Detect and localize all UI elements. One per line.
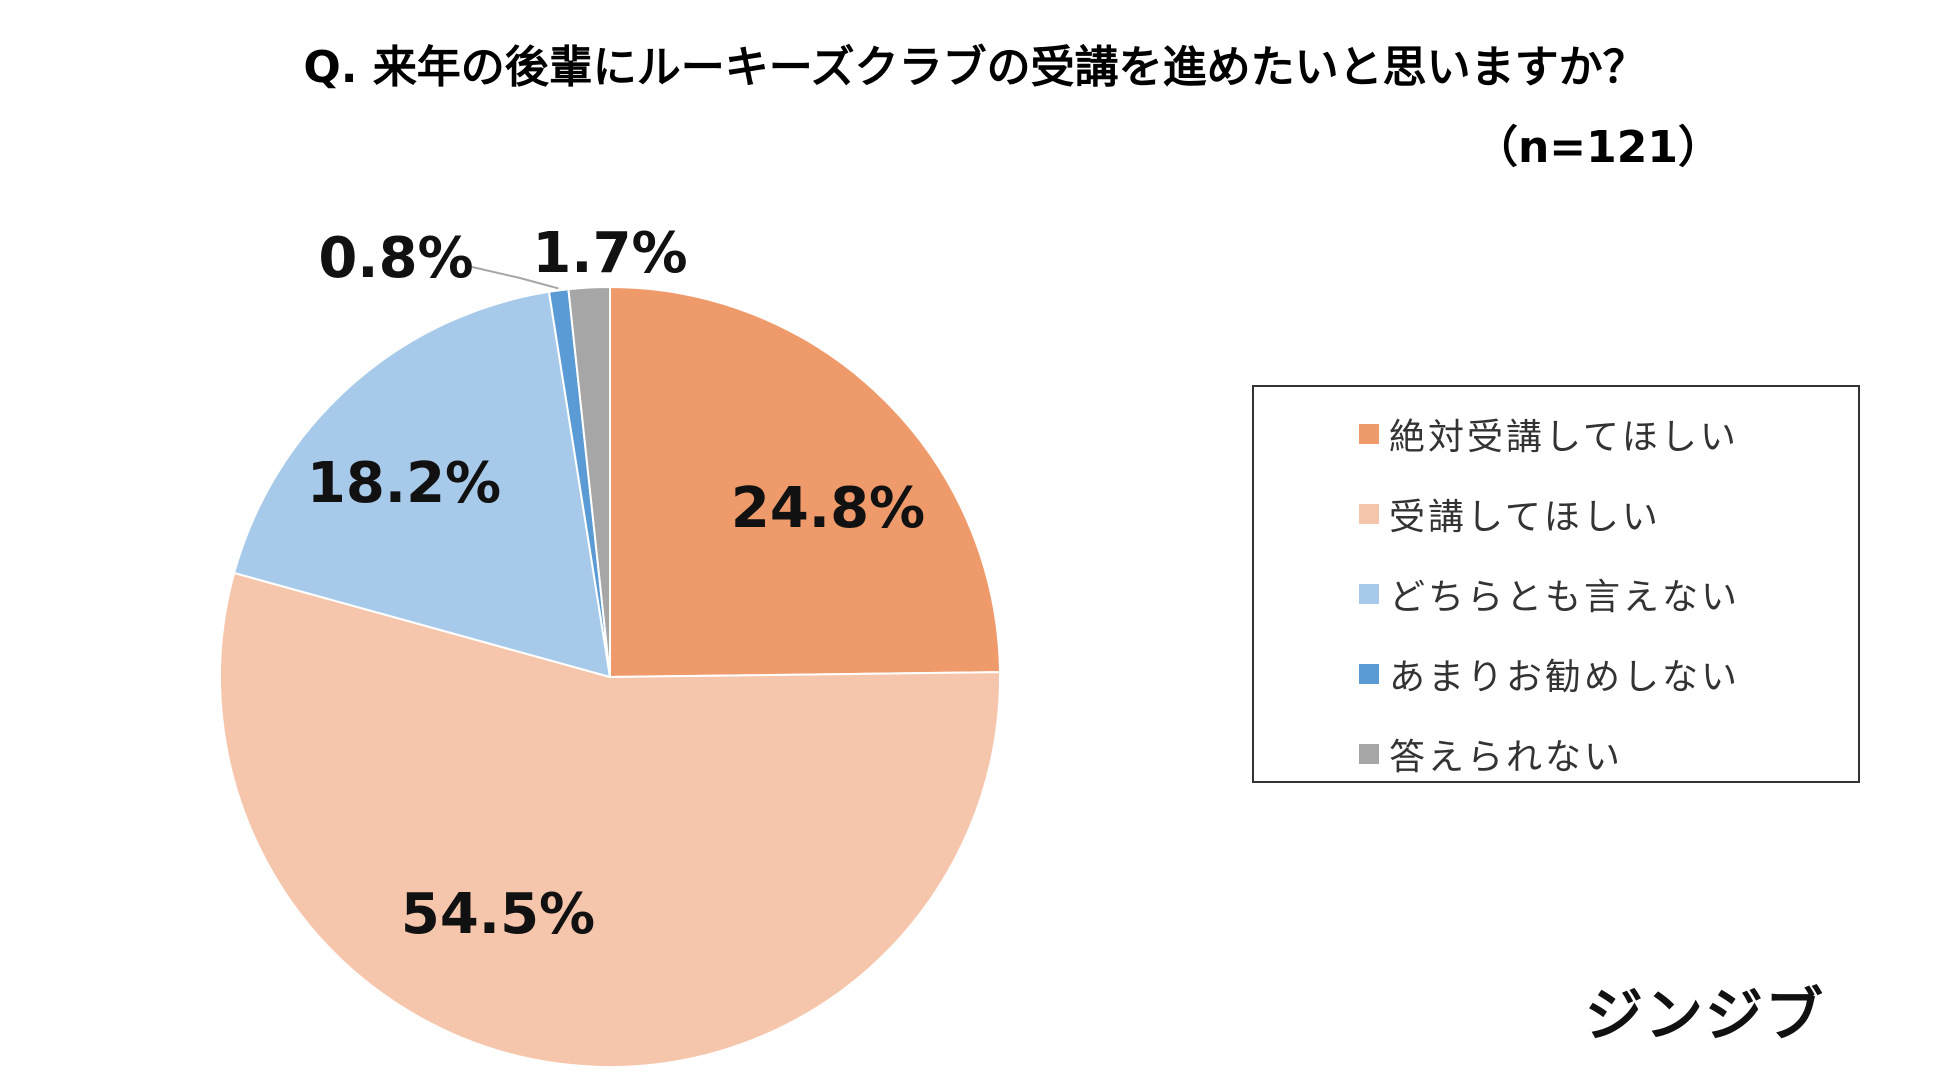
pie-slice-3	[232, 290, 612, 679]
pie-slice-2	[219, 571, 1001, 1068]
legend: 絶対受講してほしい 受講してほしいどちらとも言えない あまりお勧めしない 答えられない	[1252, 385, 1860, 783]
legend-item-4: あまりお勧めしない	[1359, 649, 1740, 699]
legend-item-2: 受講してほしい	[1359, 489, 1661, 539]
legend-swatch	[1359, 424, 1379, 444]
legend-swatch	[1359, 504, 1379, 524]
data-label-2: 54.5%	[401, 882, 595, 947]
legend-item-5: 答えられない	[1359, 729, 1623, 779]
legend-item-3: どちらとも言えない	[1359, 569, 1740, 619]
chart-title: Q. 来年の後輩にルーキーズクラブの受講を進めたいと思いますか？	[303, 42, 1647, 93]
leader-line-0-8	[471, 266, 559, 290]
pie-slice-1	[609, 285, 1001, 679]
legend-label: あまりお勧めしない	[1389, 657, 1741, 698]
brand-logo: ジンジブ	[1585, 981, 1826, 1049]
pie-slice-5	[567, 285, 611, 678]
legend-swatch	[1359, 584, 1379, 604]
legend-label: 絶対受講してほしい	[1389, 417, 1739, 458]
data-label-1: 24.8%	[731, 476, 925, 541]
legend-swatch	[1359, 664, 1379, 684]
legend-label: どちらとも言えない	[1389, 577, 1741, 618]
sample-size-label: （n=121）	[1473, 122, 1722, 173]
data-label-4: 0.8%	[318, 226, 473, 291]
data-label-5: 1.7%	[532, 221, 687, 286]
legend-label: 受講してほしい	[1389, 497, 1661, 538]
legend-label: 答えられない	[1389, 737, 1624, 778]
legend-item-1: 絶対受講してほしい	[1359, 409, 1739, 459]
legend-swatch	[1359, 744, 1379, 764]
data-label-3: 18.2%	[307, 451, 501, 516]
